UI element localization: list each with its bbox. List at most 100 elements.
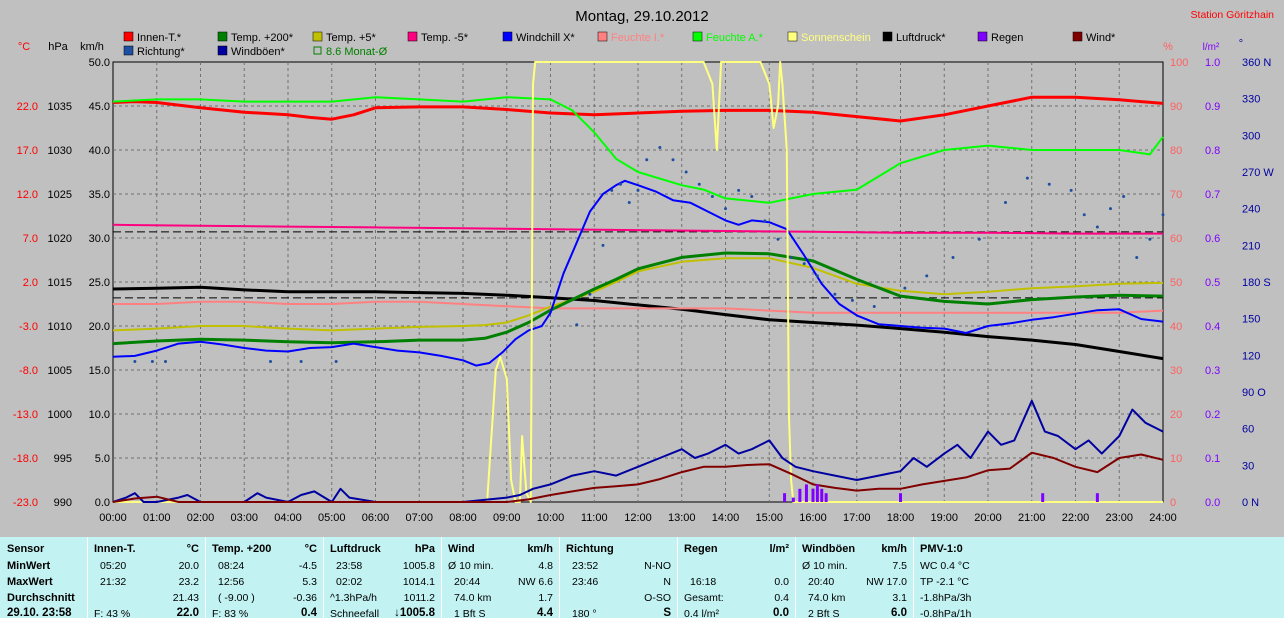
series-temp-200: [112, 251, 1164, 346]
pressure-tick-6: 1005: [48, 365, 72, 377]
richtung-min-time: 23:52: [572, 560, 599, 572]
station-name: Station Göritzhain: [1191, 9, 1275, 21]
pressure-tick-9: 990: [54, 497, 72, 509]
temp-tick-4: 2.0: [23, 277, 38, 289]
legend-label-13: Wind*: [1086, 32, 1116, 44]
innen-unit: °C: [186, 543, 199, 555]
temp-tick-5: -3.0: [19, 321, 38, 333]
legend-label-10: Sonnenschein: [801, 32, 871, 44]
time-tick-9: 09:00: [493, 512, 521, 524]
temp200-max: 5.3: [302, 576, 317, 588]
wind-tick-1: 45.0: [89, 101, 110, 113]
wind-tick-2: 40.0: [89, 145, 110, 157]
wind-tick-9: 5.0: [95, 453, 110, 465]
col-pmv: PMV-1:0 WC 0.4 °C TP -2.1 °C -1.8hPa/3h …: [914, 537, 1283, 618]
time-tick-0: 00:00: [99, 512, 127, 524]
direction-tick-10: 60: [1242, 424, 1254, 436]
series-richtung-point-41: [1122, 194, 1126, 198]
richtung-min: N-NO: [644, 560, 671, 572]
rain-tick-5: 0.5: [1205, 277, 1220, 289]
series-feuchte-a: [112, 96, 1164, 204]
time-tick-6: 06:00: [362, 512, 390, 524]
pmv-now: -0.8hPa/1h: [920, 608, 972, 618]
luftdruck-unit: hPa: [414, 543, 435, 555]
time-tick-11: 11:00: [581, 512, 608, 524]
series-richtung-point-29: [872, 304, 876, 308]
legend-label-9: Feuchte A.*: [706, 32, 764, 44]
wind-tick-3: 35.0: [89, 189, 110, 201]
time-tick-23: 23:00: [1105, 512, 1133, 524]
series-sonnenschein: [113, 61, 1163, 503]
col-luftdruck: Luftdruck hPa 23:58 1005.8 02:02 1014.1 …: [324, 537, 442, 618]
series-richtung-point-2: [164, 359, 167, 363]
temp200-min: -4.5: [298, 560, 317, 572]
series-regen-bar-4: [811, 488, 815, 502]
series-richtung-point-25: [802, 262, 806, 266]
series-regen-bar-0: [783, 493, 787, 502]
temp200-now: 0.4: [301, 607, 317, 618]
series-richtung-point-7: [588, 292, 592, 296]
legend-swatch-5: [313, 46, 322, 55]
time-tick-15: 15:00: [755, 512, 783, 524]
direction-tick-1: 330: [1242, 94, 1260, 106]
humidity-tick-0: 100: [1170, 57, 1188, 69]
temp200-min-time: 08:24: [218, 560, 245, 572]
humidity-tick-5: 50: [1170, 277, 1182, 289]
direction-axis-label: °: [1239, 38, 1243, 50]
temp-tick-0: 22.0: [17, 101, 38, 113]
series-regen-bar-1: [791, 497, 795, 502]
luftdruck-min-time: 23:58: [336, 560, 363, 572]
legend-swatch-3: [217, 45, 228, 56]
temp-tick-8: -18.0: [13, 453, 38, 465]
pressure-tick-7: 1000: [48, 409, 72, 421]
series-richtung-point-23: [776, 237, 780, 241]
legend-swatch-10: [787, 31, 798, 42]
series-richtung-point-18: [710, 194, 714, 198]
series-richtung-point-34: [1004, 201, 1007, 205]
temp-tick-3: 7.0: [23, 233, 38, 245]
legend-label-2: Temp. +200*: [231, 32, 294, 44]
series-richtung-point-37: [1069, 188, 1073, 192]
regen-unit: l/m²: [769, 543, 789, 555]
humidity-axis-label: %: [1163, 41, 1173, 53]
wind-min: 4.8: [538, 560, 553, 572]
richtung-max: N: [663, 576, 671, 588]
statistics-table: Sensor MinWert MaxWert Durchschnitt 29.1…: [0, 537, 1284, 618]
rain-tick-8: 0.2: [1205, 409, 1220, 421]
richtung-title: Richtung: [566, 543, 614, 555]
luftdruck-avg: 1011.2: [403, 592, 435, 604]
series-regen-bar-9: [1041, 493, 1045, 502]
wind-axis-label: km/h: [80, 41, 104, 53]
temp200-title: Temp. +200: [212, 543, 272, 555]
richtung-avg: O-SO: [644, 592, 671, 604]
label-now: 29.10. 23:58: [7, 607, 72, 618]
legend-label-3: Windböen*: [231, 46, 286, 58]
humidity-tick-1: 90: [1170, 101, 1182, 113]
series-richtung-point-13: [645, 158, 649, 162]
wind-avg: 1.7: [538, 592, 553, 604]
time-tick-8: 08:00: [449, 512, 477, 524]
series-richtung-point-19: [724, 207, 727, 211]
wind-now: 4.4: [537, 607, 553, 618]
regen-title: Regen: [684, 543, 718, 555]
rain-tick-10: 0.0: [1205, 497, 1220, 509]
series-regen-bar-2: [798, 488, 802, 502]
series-richtung-point-44: [1161, 213, 1165, 217]
luftdruck-title: Luftdruck: [330, 543, 381, 555]
series-richtung-point-27: [833, 292, 837, 296]
legend-swatch-11: [882, 31, 893, 42]
direction-tick-7: 150: [1242, 314, 1260, 326]
regen-now: 0.0: [773, 607, 789, 618]
time-tick-18: 18:00: [887, 512, 915, 524]
series-regen-bar-5: [815, 484, 819, 502]
innen-avg: 21.43: [172, 592, 199, 604]
direction-tick-8: 120: [1242, 350, 1260, 362]
luftdruck-max-time: 02:02: [336, 576, 363, 588]
rain-tick-6: 0.4: [1205, 321, 1220, 333]
wind-title: Wind: [448, 543, 475, 555]
windboen-now-extra: 2 Bft S: [808, 608, 840, 618]
time-tick-10: 10:00: [537, 512, 565, 524]
regen-max: 0.0: [774, 576, 789, 588]
series-richtung-point-16: [684, 170, 688, 174]
richtung-now-extra: 180 °: [572, 608, 597, 618]
